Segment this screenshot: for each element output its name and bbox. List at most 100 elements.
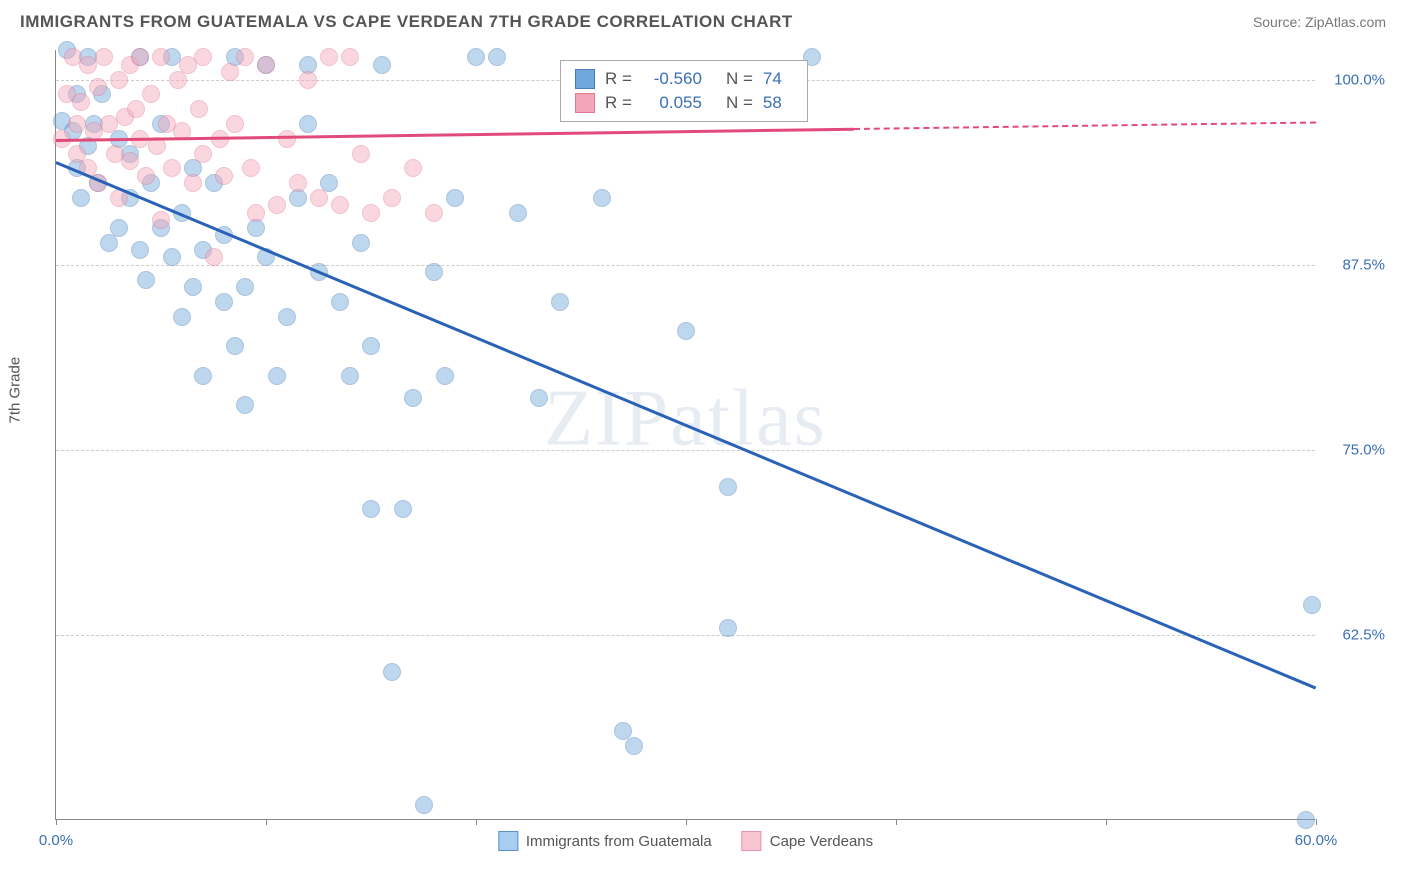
data-point xyxy=(205,248,223,266)
data-point xyxy=(551,293,569,311)
data-point xyxy=(677,322,695,340)
legend-label: Cape Verdeans xyxy=(770,833,873,850)
data-point xyxy=(169,71,187,89)
x-tick xyxy=(476,819,477,825)
data-point xyxy=(278,308,296,326)
data-point xyxy=(236,48,254,66)
legend-swatch xyxy=(742,831,762,851)
data-point xyxy=(719,619,737,637)
data-point xyxy=(163,159,181,177)
data-point xyxy=(215,167,233,185)
data-point xyxy=(352,234,370,252)
legend-swatch xyxy=(498,831,518,851)
y-tick-label: 87.5% xyxy=(1325,256,1385,273)
data-point xyxy=(95,48,113,66)
data-point xyxy=(131,48,149,66)
stat-r-label: R = xyxy=(605,93,632,113)
data-point xyxy=(299,115,317,133)
data-point xyxy=(383,189,401,207)
data-point xyxy=(79,56,97,74)
data-point xyxy=(152,211,170,229)
data-point xyxy=(226,115,244,133)
stat-n-value: 58 xyxy=(763,93,793,113)
data-point xyxy=(320,48,338,66)
stat-n-label: N = xyxy=(726,69,753,89)
data-point xyxy=(383,663,401,681)
data-point xyxy=(719,478,737,496)
data-point xyxy=(362,337,380,355)
plot-area: ZIPatlas 62.5%75.0%87.5%100.0%0.0%60.0%R… xyxy=(55,50,1315,820)
stats-row: R = -0.560N = 74 xyxy=(575,67,793,91)
data-point xyxy=(1303,596,1321,614)
data-point xyxy=(488,48,506,66)
data-point xyxy=(194,48,212,66)
legend-item: Cape Verdeans xyxy=(742,831,873,851)
data-point xyxy=(436,367,454,385)
source-label: Source: ZipAtlas.com xyxy=(1253,14,1386,30)
data-point xyxy=(194,145,212,163)
data-point xyxy=(310,189,328,207)
data-point xyxy=(184,174,202,192)
x-tick xyxy=(896,819,897,825)
data-point xyxy=(625,737,643,755)
trend-line xyxy=(56,161,1317,689)
data-point xyxy=(72,189,90,207)
data-point xyxy=(247,204,265,222)
data-point xyxy=(425,263,443,281)
y-axis-label: 7th Grade xyxy=(7,357,24,424)
data-point xyxy=(137,167,155,185)
gridline xyxy=(56,635,1315,636)
data-point xyxy=(110,219,128,237)
legend-item: Immigrants from Guatemala xyxy=(498,831,712,851)
x-tick xyxy=(686,819,687,825)
x-tick-label: 0.0% xyxy=(39,832,73,849)
data-point xyxy=(373,56,391,74)
stat-n-value: 74 xyxy=(763,69,793,89)
data-point xyxy=(72,93,90,111)
data-point xyxy=(100,115,118,133)
data-point xyxy=(100,234,118,252)
data-point xyxy=(137,271,155,289)
data-point xyxy=(446,189,464,207)
x-tick xyxy=(1316,819,1317,825)
data-point xyxy=(242,159,260,177)
data-point xyxy=(194,367,212,385)
data-point xyxy=(331,196,349,214)
watermark: ZIPatlas xyxy=(544,374,827,465)
data-point xyxy=(1297,811,1315,829)
data-point xyxy=(257,56,275,74)
data-point xyxy=(352,145,370,163)
data-point xyxy=(362,204,380,222)
legend-label: Immigrants from Guatemala xyxy=(526,833,712,850)
data-point xyxy=(131,241,149,259)
x-tick xyxy=(1106,819,1107,825)
data-point xyxy=(173,308,191,326)
data-point xyxy=(394,500,412,518)
data-point xyxy=(593,189,611,207)
data-point xyxy=(331,293,349,311)
data-point xyxy=(299,71,317,89)
x-tick-label: 60.0% xyxy=(1295,832,1338,849)
data-point xyxy=(110,71,128,89)
x-tick xyxy=(56,819,57,825)
data-point xyxy=(278,130,296,148)
data-point xyxy=(509,204,527,222)
x-tick xyxy=(266,819,267,825)
stat-n-label: N = xyxy=(726,93,753,113)
data-point xyxy=(89,78,107,96)
data-point xyxy=(530,389,548,407)
series-swatch xyxy=(575,69,595,89)
data-point xyxy=(289,174,307,192)
data-point xyxy=(268,367,286,385)
series-swatch xyxy=(575,93,595,113)
data-point xyxy=(121,152,139,170)
data-point xyxy=(341,48,359,66)
data-point xyxy=(142,85,160,103)
data-point xyxy=(362,500,380,518)
data-point xyxy=(236,396,254,414)
stat-r-value: 0.055 xyxy=(642,93,702,113)
data-point xyxy=(163,248,181,266)
stat-r-label: R = xyxy=(605,69,632,89)
data-point xyxy=(190,100,208,118)
data-point xyxy=(404,159,422,177)
